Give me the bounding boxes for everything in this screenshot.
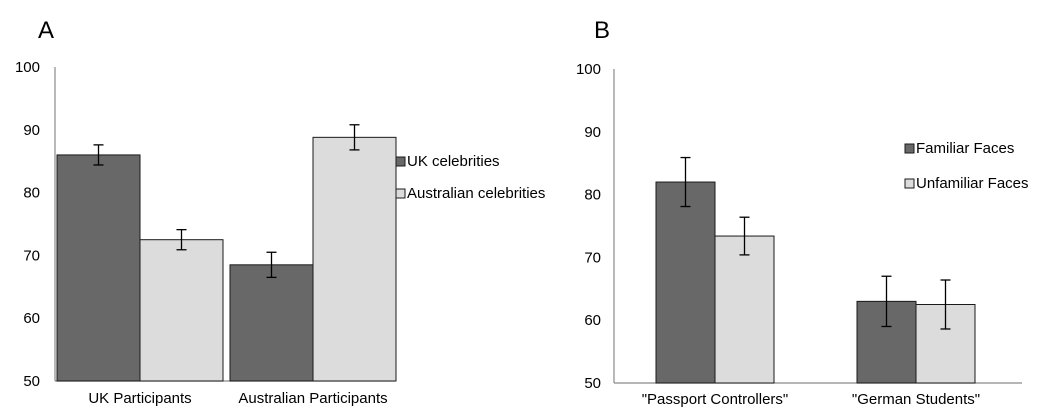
y-tick-label: 100 bbox=[15, 59, 40, 76]
error-bar bbox=[680, 156, 691, 208]
legend-swatch bbox=[904, 178, 915, 189]
legend-swatch bbox=[904, 143, 915, 154]
y-tick-label: 50 bbox=[23, 373, 40, 390]
y-tick-label: 80 bbox=[23, 185, 40, 202]
y-tick-label: 90 bbox=[584, 124, 601, 141]
panel-b-error-bars bbox=[680, 156, 951, 330]
legend-label: UK celebrities bbox=[407, 153, 500, 170]
y-tick-label: 60 bbox=[23, 310, 40, 327]
legend-label: Unfamiliar Faces bbox=[916, 175, 1029, 192]
category-label: UK Participants bbox=[88, 390, 191, 407]
panel-b-bars bbox=[655, 181, 976, 384]
panel-b-category-labels: "Passport Controllers" "German Students" bbox=[642, 391, 980, 408]
panel-b-legend: Familiar Faces Unfamiliar Faces bbox=[904, 140, 1029, 192]
category-label: "Passport Controllers" bbox=[642, 391, 789, 408]
bar bbox=[139, 239, 224, 382]
category-label: "German Students" bbox=[852, 391, 980, 408]
y-tick-label: 50 bbox=[584, 375, 601, 392]
bar bbox=[856, 300, 917, 384]
category-label: Australian Participants bbox=[238, 390, 387, 407]
error-bar bbox=[93, 144, 104, 166]
bar bbox=[655, 181, 716, 384]
error-bar bbox=[266, 251, 277, 279]
error-bar bbox=[176, 229, 187, 251]
legend-item: Unfamiliar Faces bbox=[904, 175, 1029, 192]
bar bbox=[56, 154, 141, 382]
error-bar bbox=[739, 216, 750, 256]
error-bar bbox=[349, 124, 360, 151]
error-bar bbox=[940, 279, 951, 330]
panel-a-bars bbox=[56, 136, 397, 382]
legend-label: Australian celebrities bbox=[407, 185, 545, 202]
y-tick-label: 100 bbox=[576, 61, 601, 78]
y-tick-label: 70 bbox=[584, 249, 601, 266]
y-tick-label: 60 bbox=[584, 312, 601, 329]
panel-a: A 50 60 70 80 90 100 UK Participants Australi… bbox=[15, 17, 545, 407]
panel-a-y-ticks: 50 60 70 80 90 100 bbox=[15, 59, 40, 390]
bar bbox=[714, 235, 775, 384]
panel-b-y-ticks: 50 60 70 80 90 100 bbox=[576, 61, 601, 392]
legend-swatch bbox=[395, 156, 406, 167]
panel-a-error-bars bbox=[93, 124, 360, 279]
legend-label: Familiar Faces bbox=[916, 140, 1014, 157]
panel-b-label: B bbox=[594, 17, 610, 44]
bar bbox=[312, 136, 397, 382]
legend-item: UK celebrities bbox=[395, 153, 500, 170]
panel-a-legend: UK celebrities Australian celebrities bbox=[395, 153, 545, 202]
bar bbox=[229, 264, 314, 382]
legend-item: Australian celebrities bbox=[395, 185, 545, 202]
legend-swatch bbox=[395, 188, 406, 199]
panel-b: B 50 60 70 80 90 100 "Passport Controllers" "… bbox=[576, 17, 1029, 408]
error-bar bbox=[881, 275, 892, 328]
y-tick-label: 80 bbox=[584, 187, 601, 204]
y-tick-label: 90 bbox=[23, 122, 40, 139]
legend-item: Familiar Faces bbox=[904, 140, 1014, 157]
panel-a-category-labels: UK Participants Australian Participants bbox=[88, 390, 387, 407]
panel-a-label: A bbox=[38, 17, 54, 44]
y-tick-label: 70 bbox=[23, 247, 40, 264]
